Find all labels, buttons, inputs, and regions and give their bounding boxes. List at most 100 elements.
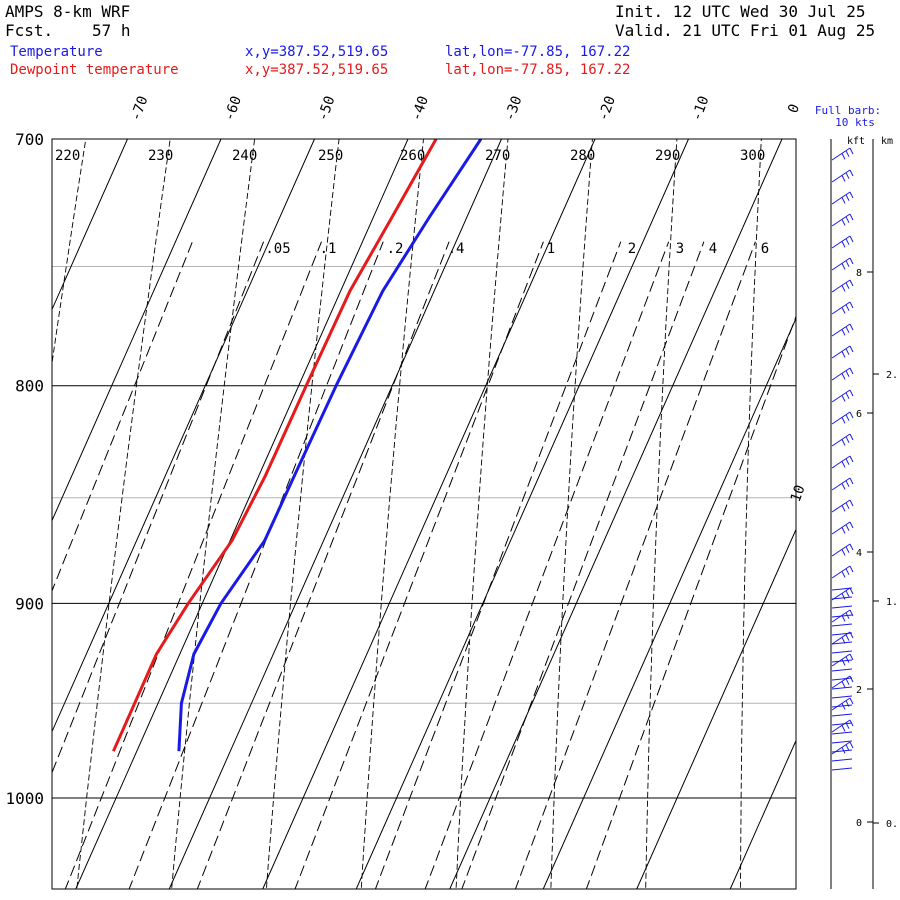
wind-barb-flag xyxy=(849,301,854,309)
wind-barb-icon xyxy=(831,677,853,681)
mixing-ratio-line xyxy=(585,315,796,889)
dry-adiabat xyxy=(0,85,10,900)
wind-barb-flag xyxy=(845,524,850,531)
wind-barb-flag xyxy=(849,697,854,705)
isotherm-line xyxy=(52,139,315,733)
init-time: Init. 12 UTC Wed 30 Jul 25 xyxy=(615,2,866,21)
wind-barb-flag xyxy=(841,681,846,688)
dry-adiabat xyxy=(76,139,171,889)
dry-adiabat xyxy=(265,139,340,889)
forecast-hours: 57 h xyxy=(92,21,131,40)
legend-temperature-latlon: lat,lon=-77.85, 167.22 xyxy=(445,44,631,60)
mixing-ratio-line xyxy=(52,241,193,593)
plot-frame xyxy=(51,138,797,890)
wind-barb-flag xyxy=(845,150,850,157)
isotherm-line xyxy=(355,139,689,889)
profile-lines xyxy=(112,139,483,752)
mixing-ratio-line xyxy=(294,241,544,889)
mixing-ratio-label: 3 xyxy=(676,241,684,257)
model-title: AMPS 8-km WRF xyxy=(5,2,131,21)
wind-barb-flag xyxy=(849,499,854,507)
wind-barb-icon xyxy=(831,279,851,293)
wind-barb-flag xyxy=(841,219,846,226)
dry-adiabat-label: 290 xyxy=(655,148,680,164)
wind-barb-flag xyxy=(841,461,846,468)
wind-barb-flag xyxy=(845,656,850,663)
km-tick-label: 0. xyxy=(886,819,898,830)
kft-tick-label: 2 xyxy=(856,685,862,696)
wind-barb-flag xyxy=(845,744,850,751)
wind-barb-icon xyxy=(831,695,853,699)
wind-barb-flag xyxy=(849,213,854,221)
wind-barb-flag xyxy=(849,477,854,485)
legend-temperature-name: Temperature xyxy=(10,44,103,60)
km-units-label: km xyxy=(881,136,893,147)
wind-barb-flag xyxy=(841,725,846,732)
legend-dewpoint-name: Dewpoint temperature xyxy=(10,62,179,78)
wind-barb-icon xyxy=(831,731,853,735)
wind-barb-flag xyxy=(845,568,850,575)
wind-barb-flag xyxy=(841,527,846,534)
wind-barb-icon xyxy=(831,235,851,249)
wind-barb-icon xyxy=(831,697,851,711)
dry-adiabat-label: 280 xyxy=(570,148,595,164)
mixing-ratio-label: 6 xyxy=(761,241,769,257)
wind-barb-flag xyxy=(845,678,850,685)
axis-labels: 700 800 900 1000 -70 -60 -50 -40 -30 -20 -10 0 10 220… xyxy=(5,94,808,808)
wind-barb-icon xyxy=(831,323,851,337)
isotherm-line xyxy=(0,139,34,889)
wind-barb-flag xyxy=(845,238,850,245)
isotherm-label: 0 xyxy=(785,102,803,115)
wind-barb-flag xyxy=(845,304,850,311)
wind-barb-icon xyxy=(831,614,853,618)
wind-barb-flag xyxy=(849,521,854,529)
wind-barb-icon xyxy=(831,686,853,690)
wind-barb-icon xyxy=(831,596,853,600)
wind-barb-icon xyxy=(831,749,853,753)
wind-barb-flag xyxy=(849,367,854,375)
wind-barb-icon xyxy=(831,668,853,672)
wind-barb-icon xyxy=(831,722,853,726)
wind-barb-flag xyxy=(841,549,846,556)
wind-barb-flag xyxy=(845,326,850,333)
wind-barb-flag xyxy=(849,323,854,331)
wind-barb-flag xyxy=(845,348,850,355)
wind-barb-icon xyxy=(831,565,851,579)
wind-barb-icon xyxy=(831,455,851,469)
wind-barb-panel: Full barb:10 kts kft km 8 6 4 2 0 2. 1. 0. xyxy=(815,104,898,889)
isotherm-line xyxy=(824,139,900,889)
wind-barb-icon xyxy=(831,623,853,627)
legend-dewpoint-xy: x,y=387.52,519.65 xyxy=(245,62,389,78)
wind-barb-icon xyxy=(831,345,851,359)
wind-barb-flag xyxy=(845,480,850,487)
wind-panel-title: Full barb: xyxy=(815,104,881,117)
wind-barb-icon xyxy=(831,367,851,381)
kft-tick-label: 0 xyxy=(856,818,862,829)
wind-barb-flag xyxy=(849,257,854,265)
wind-barb-flag xyxy=(849,345,854,353)
wind-barb-icon xyxy=(831,713,853,717)
dewpoint-profile-line xyxy=(112,139,438,752)
wind-barb-icon xyxy=(831,758,853,762)
mixing-ratio-line xyxy=(52,241,265,774)
wind-barb-icon xyxy=(831,632,853,636)
isotherm-line xyxy=(729,739,796,889)
dry-adiabat xyxy=(171,139,256,889)
wind-barb-flag xyxy=(841,439,846,446)
wind-barb-icon xyxy=(831,605,853,609)
wind-barb-flag xyxy=(841,263,846,270)
dry-adiabat-label: 300 xyxy=(740,148,765,164)
wind-barb-flag xyxy=(849,169,854,177)
isotherm-label: -30 xyxy=(502,94,526,123)
pressure-tick-label: 1000 xyxy=(5,789,44,808)
wind-barb-flag xyxy=(845,260,850,267)
wind-barb-flag xyxy=(841,483,846,490)
wind-barb-flag xyxy=(841,153,846,160)
wind-barb-flag xyxy=(845,282,850,289)
wind-barb-flag xyxy=(849,565,854,573)
wind-barb-icon xyxy=(831,433,851,447)
wind-barb-flag xyxy=(841,571,846,578)
wind-barb-flag xyxy=(849,279,854,287)
forecast-label: Fcst. xyxy=(5,21,54,40)
